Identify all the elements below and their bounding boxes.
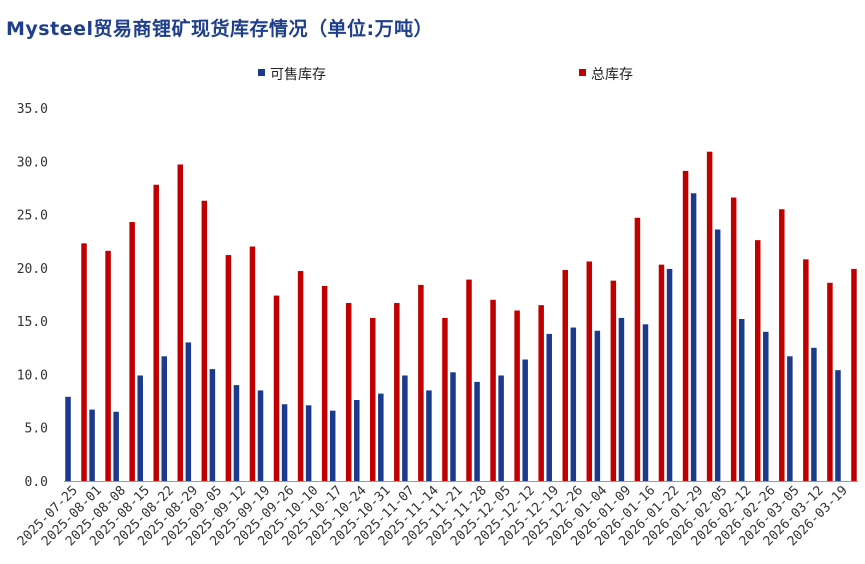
legend-swatch	[579, 69, 586, 76]
bar-available	[522, 359, 528, 481]
bar-available	[233, 385, 240, 481]
y-tick-label: 20.0	[17, 262, 48, 277]
bar-available	[666, 268, 673, 481]
bar-available	[594, 330, 601, 481]
legend: 可售库存 总库存	[258, 67, 633, 83]
bar-available	[738, 319, 745, 481]
bar-available	[690, 193, 697, 481]
bar-total	[779, 209, 785, 482]
bar-total	[177, 164, 184, 482]
bar-total	[706, 151, 713, 481]
bar-total	[225, 255, 232, 481]
bar-total	[851, 268, 857, 481]
y-axis: 0.0 5.0 10.0 15.0 20.0 25.0 30.0 35.0	[17, 102, 48, 490]
bar-total	[105, 250, 111, 481]
bar-available	[113, 411, 119, 481]
y-tick-label: 25.0	[17, 209, 48, 224]
bar-total	[754, 240, 761, 481]
bar-total	[682, 170, 689, 481]
bar-total	[610, 280, 617, 481]
bar-available	[402, 375, 408, 481]
bar-total	[153, 184, 159, 482]
bar-available	[65, 396, 71, 481]
bar-total	[562, 269, 568, 481]
bar-total	[321, 285, 328, 481]
bar-total	[345, 303, 352, 481]
bar-total	[538, 305, 544, 481]
legend-swatch	[258, 69, 265, 76]
bar-total	[297, 271, 304, 481]
bar-total	[466, 279, 472, 481]
bar-available	[378, 393, 384, 481]
bar-available	[161, 356, 168, 481]
bars	[65, 151, 857, 482]
bar-available	[185, 342, 192, 481]
bar-total	[394, 303, 400, 481]
bar-total	[658, 264, 665, 481]
bar-available	[137, 375, 143, 481]
bar-available	[570, 327, 577, 481]
bar-available	[281, 404, 288, 481]
y-tick-label: 10.0	[17, 368, 48, 383]
bar-available	[498, 375, 504, 481]
bar-total	[273, 295, 280, 481]
bar-available	[787, 356, 793, 481]
bar-available	[426, 390, 432, 481]
bar-available	[546, 333, 552, 481]
bar-total	[514, 310, 520, 481]
bar-available	[450, 372, 456, 481]
bar-total	[490, 299, 496, 481]
bar-total	[586, 261, 593, 481]
x-axis: 2025-07-252025-08-012025-08-082025-08-15…	[15, 481, 858, 549]
bar-total	[249, 246, 256, 481]
y-tick-label: 30.0	[17, 155, 48, 170]
bar-available	[329, 410, 336, 481]
y-tick-label: 15.0	[17, 315, 48, 330]
bar-total	[827, 282, 833, 481]
bar-available	[618, 317, 625, 481]
bar-total	[201, 200, 208, 481]
bar-total	[442, 317, 448, 481]
y-tick-label: 5.0	[25, 422, 48, 437]
bar-available	[89, 409, 95, 481]
bar-available	[305, 405, 312, 481]
bar-total	[803, 259, 809, 481]
bar-total	[634, 217, 641, 481]
bar-available	[811, 347, 817, 481]
bar-available	[474, 381, 480, 481]
bar-available	[257, 390, 264, 481]
bar-available	[835, 370, 841, 481]
bar-total	[370, 317, 376, 481]
bar-available	[209, 369, 216, 481]
chart-title: Mysteel贸易商锂矿现货库存情况（单位:万吨）	[6, 18, 434, 40]
legend-label: 总库存	[591, 67, 633, 83]
bar-total	[129, 222, 135, 481]
bar-available	[642, 324, 649, 481]
bar-total	[418, 284, 424, 481]
y-tick-label: 35.0	[17, 102, 48, 117]
bar-available	[763, 331, 769, 481]
legend-label: 可售库存	[270, 67, 326, 83]
bar-total	[730, 197, 737, 481]
bar-available	[354, 400, 360, 481]
bar-available	[714, 229, 721, 481]
bar-total	[81, 243, 87, 481]
y-tick-label: 0.0	[25, 475, 48, 490]
